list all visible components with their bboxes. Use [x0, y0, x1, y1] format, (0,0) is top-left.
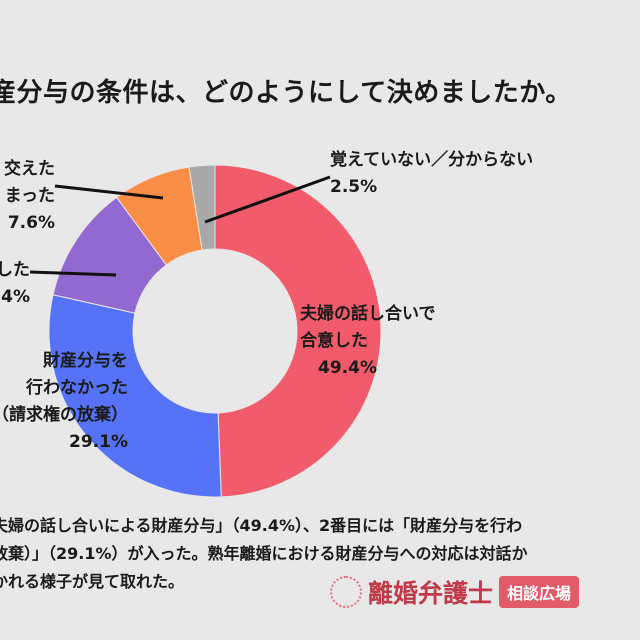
donut-slice [214, 164, 382, 498]
slice-label-orange: 交えた まった 7.6% [4, 156, 55, 237]
slice-label-purple: した 4% [0, 257, 30, 311]
leader-line [54, 184, 164, 200]
label-line: 合意した [300, 331, 368, 351]
slice-label-unknown: 覚えていない／分からない 2.5% [330, 147, 533, 201]
label-line: 交えた [4, 159, 55, 179]
slice-label-no-division: 財産分与を 行わなかった （請求権の放棄） 29.1% [0, 348, 128, 456]
slice-label-agreed: 夫婦の話し合いで 合意した 49.4% [300, 301, 436, 382]
value-label: 7.6% [7, 213, 55, 233]
label-line: 財産分与を [43, 351, 128, 371]
paragraph-line: 放棄）」（29.1%）が入った。熟年離婚における財産分与への対応は対話か [0, 544, 528, 563]
leader-line [29, 270, 117, 277]
value-label: 4% [1, 287, 30, 307]
label-line: 覚えていない／分からない [330, 150, 534, 170]
value-label: 49.4% [318, 358, 377, 378]
label-line: 夫婦の話し合いで [300, 304, 436, 324]
value-label: 2.5% [330, 177, 378, 197]
leader-line [204, 175, 331, 224]
scales-emblem-icon [330, 576, 362, 608]
logo: 離婚弁護士 相談広場 [330, 574, 580, 610]
value-label: 29.1% [69, 432, 128, 452]
donut-slice [48, 294, 222, 498]
label-line: （請求権の放棄） [0, 405, 128, 425]
logo-badge: 相談広場 [499, 576, 580, 608]
paragraph-line: 夫婦の話し合いによる財産分与」（49.4%）、2番目には「財産分与を行わ [0, 516, 523, 535]
label-line: まった [4, 186, 55, 206]
paragraph-line: かれる様子が見て取れた。 [0, 572, 185, 591]
logo-name: 離婚弁護士 [368, 579, 494, 608]
label-line: した [0, 260, 30, 280]
donut-slice [188, 164, 216, 251]
chart-title: 産分与の条件は、どのようにして決めましたか。 [0, 78, 572, 108]
label-line: 行わなかった [26, 378, 128, 398]
